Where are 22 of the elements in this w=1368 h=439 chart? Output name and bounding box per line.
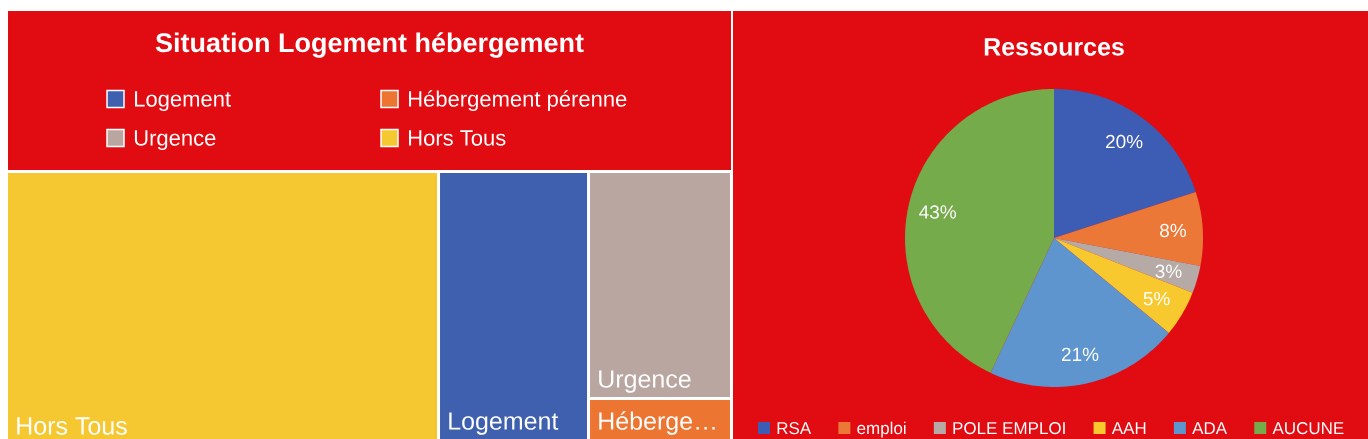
data-label: 8%	[1160, 223, 1187, 238]
legend-label: AUCUNE	[1272, 422, 1344, 435]
text: Héberge…	[599, 411, 715, 435]
data-label: 43%	[919, 205, 957, 219]
category-label: Hébergement pérenne	[409, 90, 627, 112]
legend-label: POLE EMPLOI	[953, 422, 1065, 435]
legend-label: RSA	[777, 422, 812, 435]
category-label: Urgence	[134, 130, 216, 151]
category-label: Logement	[135, 91, 231, 112]
legend-label: emploi	[857, 421, 906, 438]
data-label: 3%	[1155, 264, 1182, 278]
data-label: 21%	[1061, 347, 1099, 361]
text: Urgence	[599, 370, 691, 393]
text: Hors Tous	[17, 417, 127, 435]
chart-title: Ressources	[984, 38, 1124, 56]
data-label: 20%	[1106, 134, 1143, 149]
legend-label: AAH	[1111, 422, 1146, 434]
text: Logement	[449, 412, 559, 435]
data-label: 5%	[1143, 291, 1170, 306]
legend-label: ADA	[1192, 422, 1228, 434]
category-label: Hors Tous	[409, 130, 506, 146]
text: Situation Logement hébergement	[155, 32, 584, 58]
